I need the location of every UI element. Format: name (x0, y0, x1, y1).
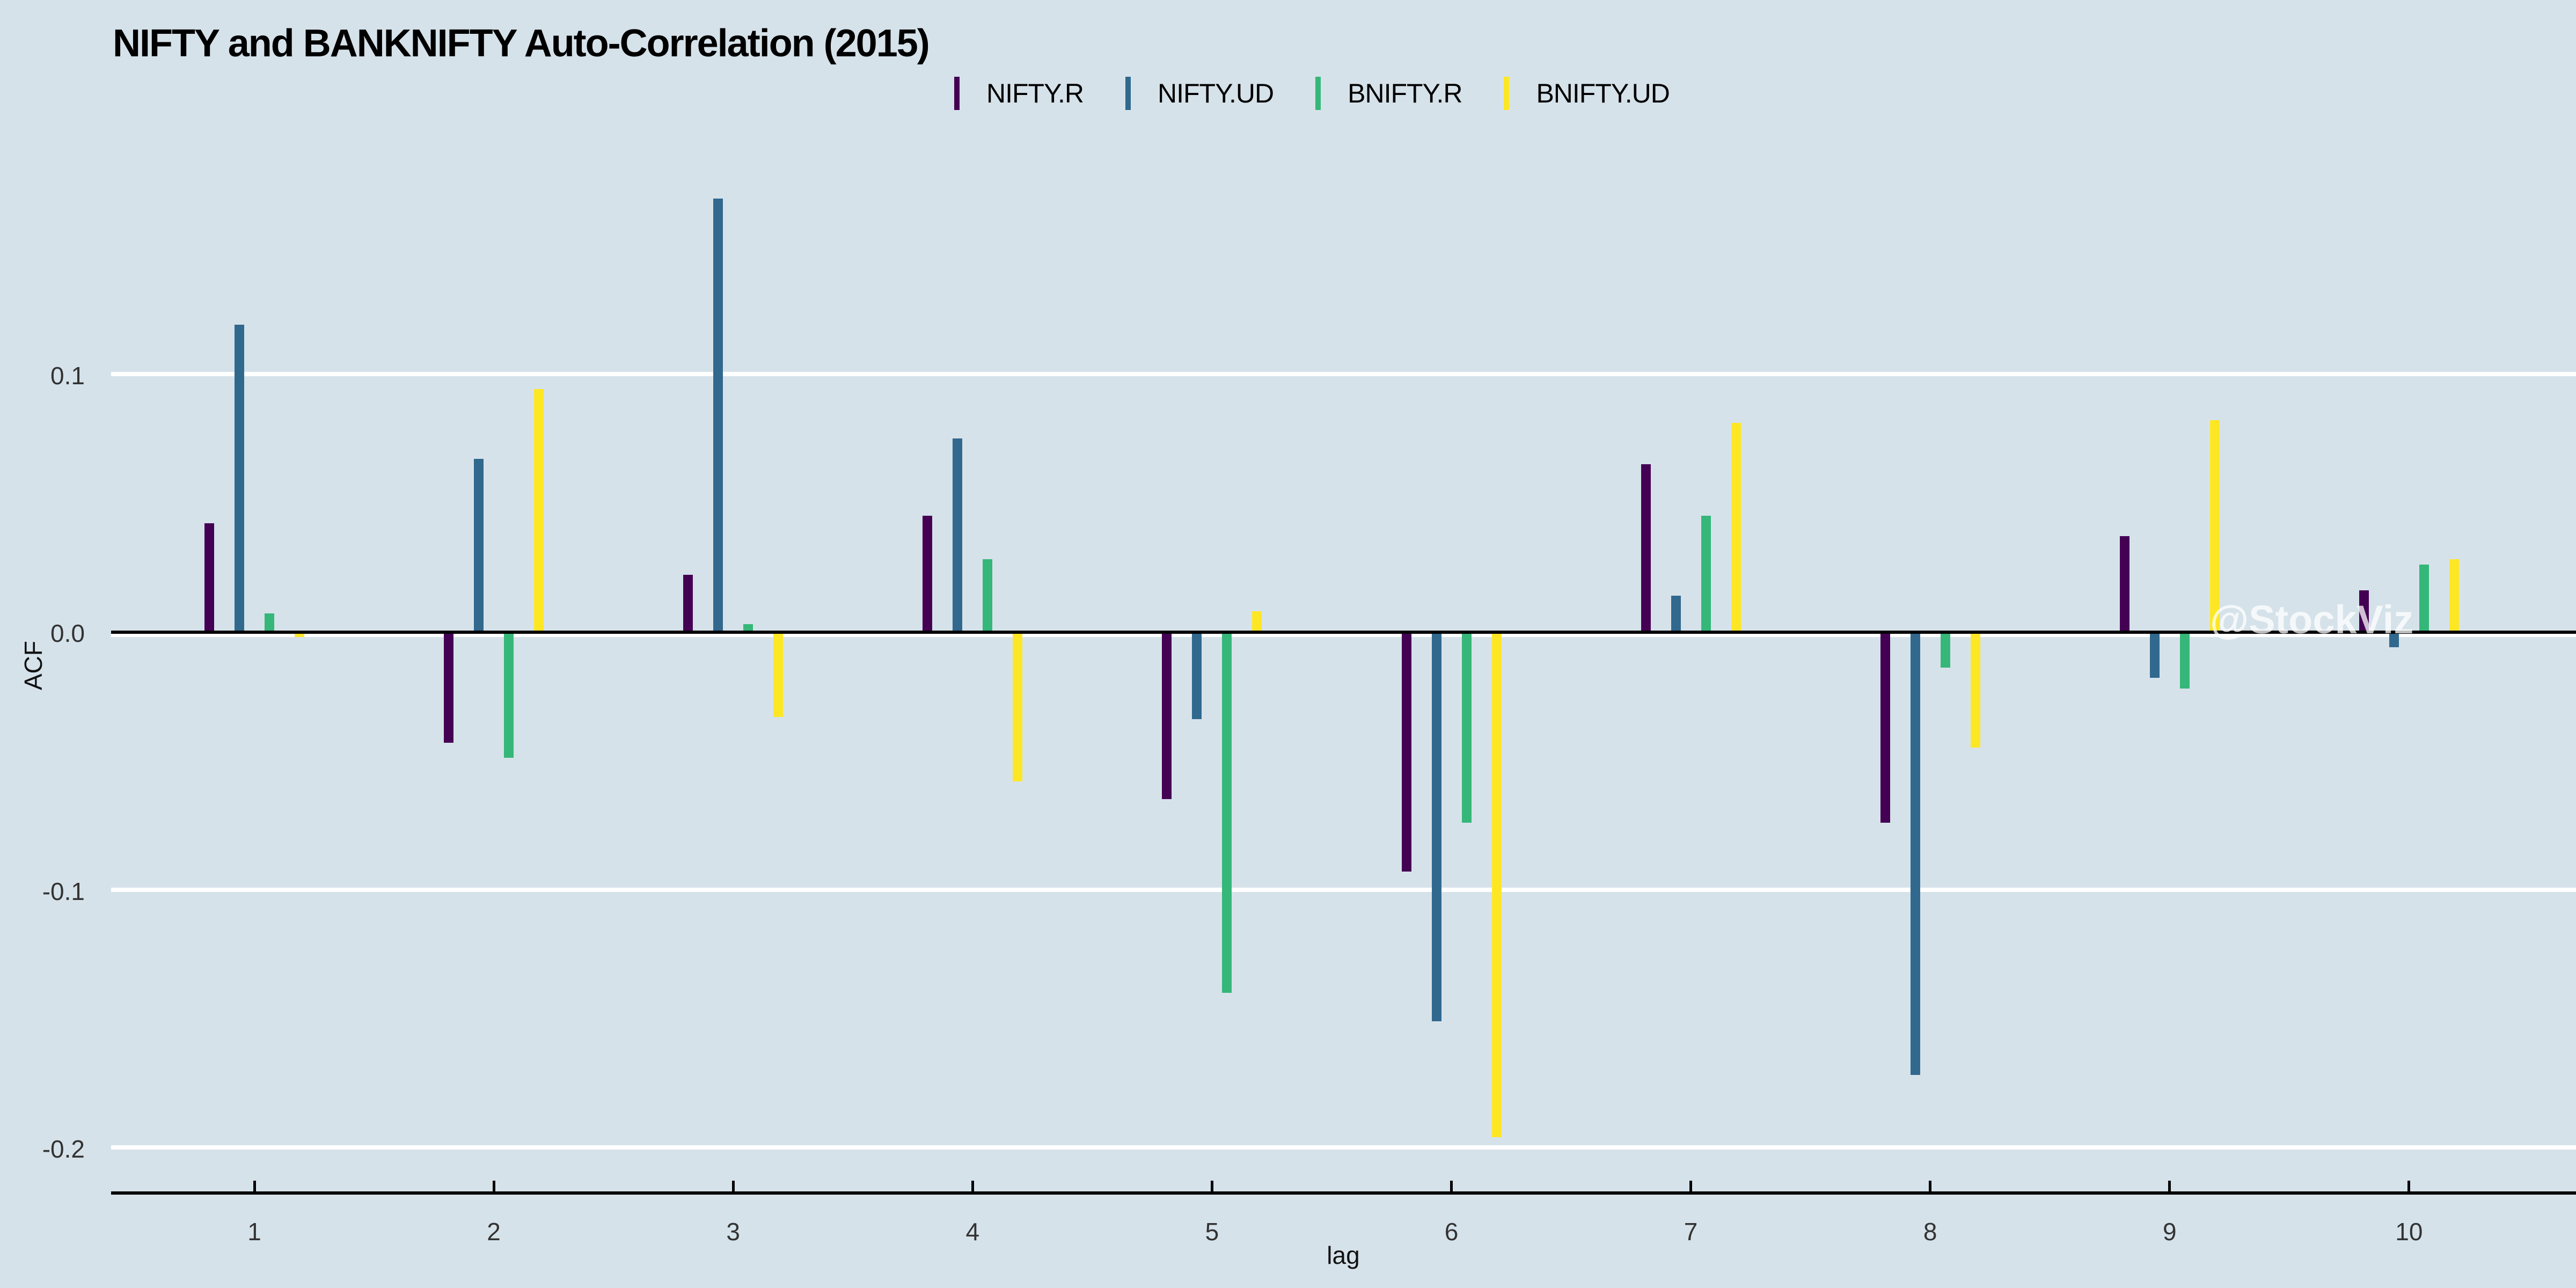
bar-nifty-r-lag3 (683, 575, 693, 633)
bar-nifty-r-lag10 (2359, 590, 2369, 633)
bar-bnifty-ud-lag4 (1013, 631, 1023, 781)
bar-nifty-ud-lag8 (1910, 631, 1920, 1075)
x-tick-5 (1210, 1181, 1213, 1191)
bar-nifty-r-lag4 (923, 515, 933, 633)
bar-bnifty-r-lag6 (1461, 631, 1472, 823)
x-tick-label-8: 8 (1923, 1218, 1937, 1246)
legend-swatch-icon (954, 77, 960, 110)
bar-nifty-ud-lag10 (2389, 631, 2399, 647)
bar-bnifty-r-lag3 (743, 624, 753, 633)
x-tick-label-5: 5 (1205, 1218, 1219, 1246)
x-tick-label-9: 9 (2163, 1218, 2177, 1246)
x-tick-label-4: 4 (965, 1218, 980, 1246)
legend-item-nifty-r: NIFTY.R (954, 77, 1084, 110)
gridline-y--0.1 (111, 887, 2576, 892)
legend-label: BNIFTY.R (1348, 78, 1462, 108)
bar-bnifty-r-lag2 (504, 631, 514, 758)
x-axis-title: lag (1327, 1241, 1360, 1269)
bar-nifty-r-lag7 (1641, 464, 1651, 633)
bar-nifty-r-lag6 (1401, 631, 1411, 872)
watermark: @StockViz (2210, 597, 2414, 642)
legend-label: NIFTY.R (986, 78, 1084, 108)
legend-swatch-icon (1504, 77, 1510, 110)
gridline-y--0.2 (111, 1145, 2576, 1150)
gridline-y-0.1 (111, 371, 2576, 376)
bar-bnifty-ud-lag6 (1491, 631, 1502, 1137)
bar-nifty-ud-lag3 (713, 198, 723, 633)
bar-nifty-r-lag2 (444, 631, 454, 743)
bar-bnifty-ud-lag5 (1252, 611, 1262, 633)
bar-bnifty-r-lag5 (1222, 631, 1232, 993)
x-tick-8 (1929, 1181, 1932, 1191)
legend-swatch-icon (1125, 77, 1131, 110)
x-tick-3 (731, 1181, 735, 1191)
bar-nifty-r-lag5 (1162, 631, 1172, 800)
bar-nifty-ud-lag2 (474, 459, 484, 633)
legend-label: BNIFTY.UD (1536, 78, 1670, 108)
y-tick-label--0.1: -0.1 (42, 877, 85, 905)
bar-nifty-r-lag9 (2119, 536, 2129, 633)
x-tick-10 (2407, 1181, 2411, 1191)
bar-bnifty-ud-lag8 (1970, 631, 1980, 748)
x-tick-4 (971, 1181, 974, 1191)
bar-bnifty-ud-lag3 (773, 631, 784, 717)
legend-item-bnifty-r: BNIFTY.R (1315, 77, 1462, 110)
legend: NIFTY.R NIFTY.UD BNIFTY.R BNIFTY.UD (954, 76, 1670, 111)
x-tick-7 (1689, 1181, 1693, 1191)
bar-bnifty-r-lag8 (1940, 631, 1950, 668)
bar-bnifty-r-lag10 (2419, 565, 2429, 633)
bar-nifty-ud-lag5 (1192, 631, 1202, 720)
bar-nifty-ud-lag9 (2149, 631, 2160, 678)
bar-nifty-ud-lag7 (1671, 595, 1681, 633)
bar-bnifty-r-lag9 (2179, 631, 2190, 689)
x-tick-9 (2168, 1181, 2171, 1191)
x-axis-line (111, 1191, 2576, 1195)
legend-swatch-icon (1315, 77, 1321, 110)
x-tick-2 (492, 1181, 495, 1191)
legend-label: NIFTY.UD (1158, 78, 1274, 108)
x-tick-label-3: 3 (726, 1218, 740, 1246)
x-tick-label-7: 7 (1684, 1218, 1698, 1246)
bar-bnifty-r-lag4 (983, 559, 993, 633)
legend-item-bnifty-ud: BNIFTY.UD (1504, 77, 1670, 110)
bar-nifty-ud-lag4 (953, 438, 963, 633)
chart-title: NIFTY and BANKNIFTY Auto-Correlation (20… (113, 22, 930, 65)
bar-bnifty-r-lag1 (265, 613, 274, 633)
legend-item-nifty-ud: NIFTY.UD (1125, 77, 1274, 110)
zero-line (111, 631, 2576, 634)
x-tick-label-6: 6 (1444, 1218, 1459, 1246)
bar-bnifty-ud-lag7 (1731, 422, 1741, 633)
x-tick-label-2: 2 (487, 1218, 501, 1246)
y-tick-label-0.0: 0.0 (50, 619, 85, 647)
gridline-y-0 (111, 633, 2576, 637)
y-axis-title: ACF (19, 641, 47, 690)
bar-bnifty-ud-lag9 (2209, 420, 2220, 633)
x-tick-6 (1450, 1181, 1453, 1191)
x-tick-label-1: 1 (247, 1218, 261, 1246)
bar-nifty-r-lag1 (204, 523, 214, 633)
bar-bnifty-ud-lag10 (2449, 559, 2459, 633)
bar-nifty-ud-lag6 (1431, 631, 1441, 1021)
bar-bnifty-r-lag7 (1701, 515, 1711, 633)
y-tick-label--0.2: -0.2 (42, 1135, 85, 1163)
bar-bnifty-ud-lag2 (534, 389, 544, 633)
x-tick-1 (253, 1181, 256, 1191)
bar-nifty-ud-lag1 (235, 325, 244, 633)
y-tick-label-0.1: 0.1 (50, 361, 85, 390)
bar-nifty-r-lag8 (1880, 631, 1890, 823)
x-tick-label-10: 10 (2395, 1218, 2423, 1246)
